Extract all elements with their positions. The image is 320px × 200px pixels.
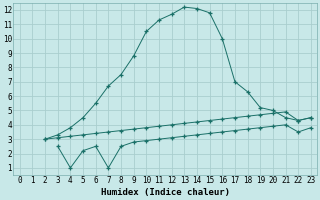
X-axis label: Humidex (Indice chaleur): Humidex (Indice chaleur)	[101, 188, 230, 197]
